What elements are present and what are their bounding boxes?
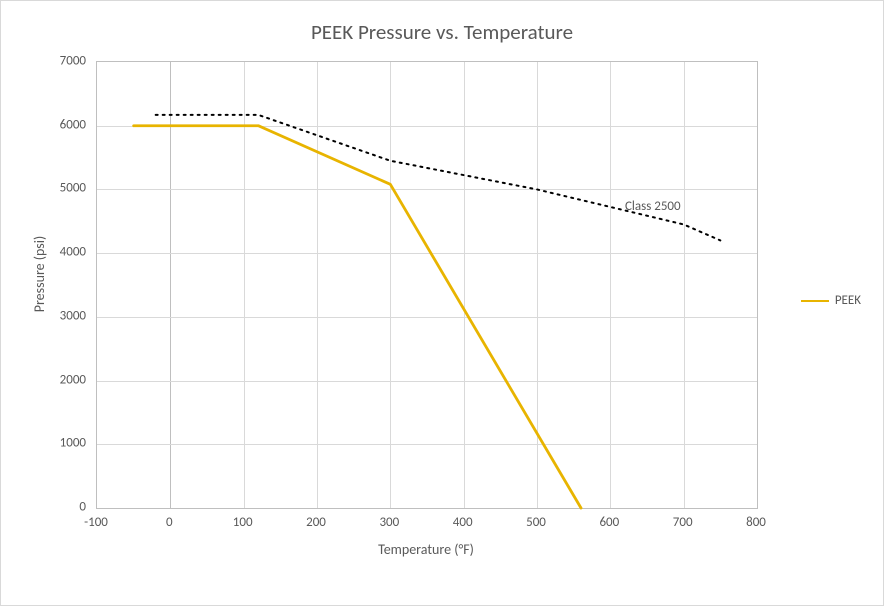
legend-swatch-peek xyxy=(801,300,829,302)
y-tick: 6000 xyxy=(42,117,86,132)
series-class-2500 xyxy=(156,115,721,241)
series-layer xyxy=(97,62,757,508)
legend: PEEK xyxy=(801,293,861,308)
x-tick: 400 xyxy=(453,515,473,530)
x-tick: 200 xyxy=(306,515,326,530)
x-tick: 600 xyxy=(599,515,619,530)
chart-title: PEEK Pressure vs. Temperature xyxy=(1,19,883,45)
x-tick: 300 xyxy=(379,515,399,530)
x-axis-label: Temperature (°F) xyxy=(96,541,756,558)
y-tick: 4000 xyxy=(42,245,86,260)
y-tick: 3000 xyxy=(42,308,86,323)
y-axis-label: Pressure (psi) xyxy=(31,214,48,334)
legend-label-peek: PEEK xyxy=(835,293,861,308)
x-tick: 0 xyxy=(166,515,173,530)
x-tick: 800 xyxy=(746,515,766,530)
chart-frame: PEEK Pressure vs. Temperature Class 2500… xyxy=(0,0,884,606)
plot-area: Class 2500 xyxy=(96,61,758,509)
annotation-class-2500: Class 2500 xyxy=(625,199,681,214)
x-tick: 100 xyxy=(233,515,253,530)
x-tick: 500 xyxy=(526,515,546,530)
x-tick: 700 xyxy=(673,515,693,530)
y-tick: 7000 xyxy=(42,54,86,69)
y-tick: 2000 xyxy=(42,372,86,387)
x-tick: -100 xyxy=(84,515,108,530)
y-tick: 5000 xyxy=(42,181,86,196)
y-tick: 1000 xyxy=(42,436,86,451)
y-tick: 0 xyxy=(42,500,86,515)
